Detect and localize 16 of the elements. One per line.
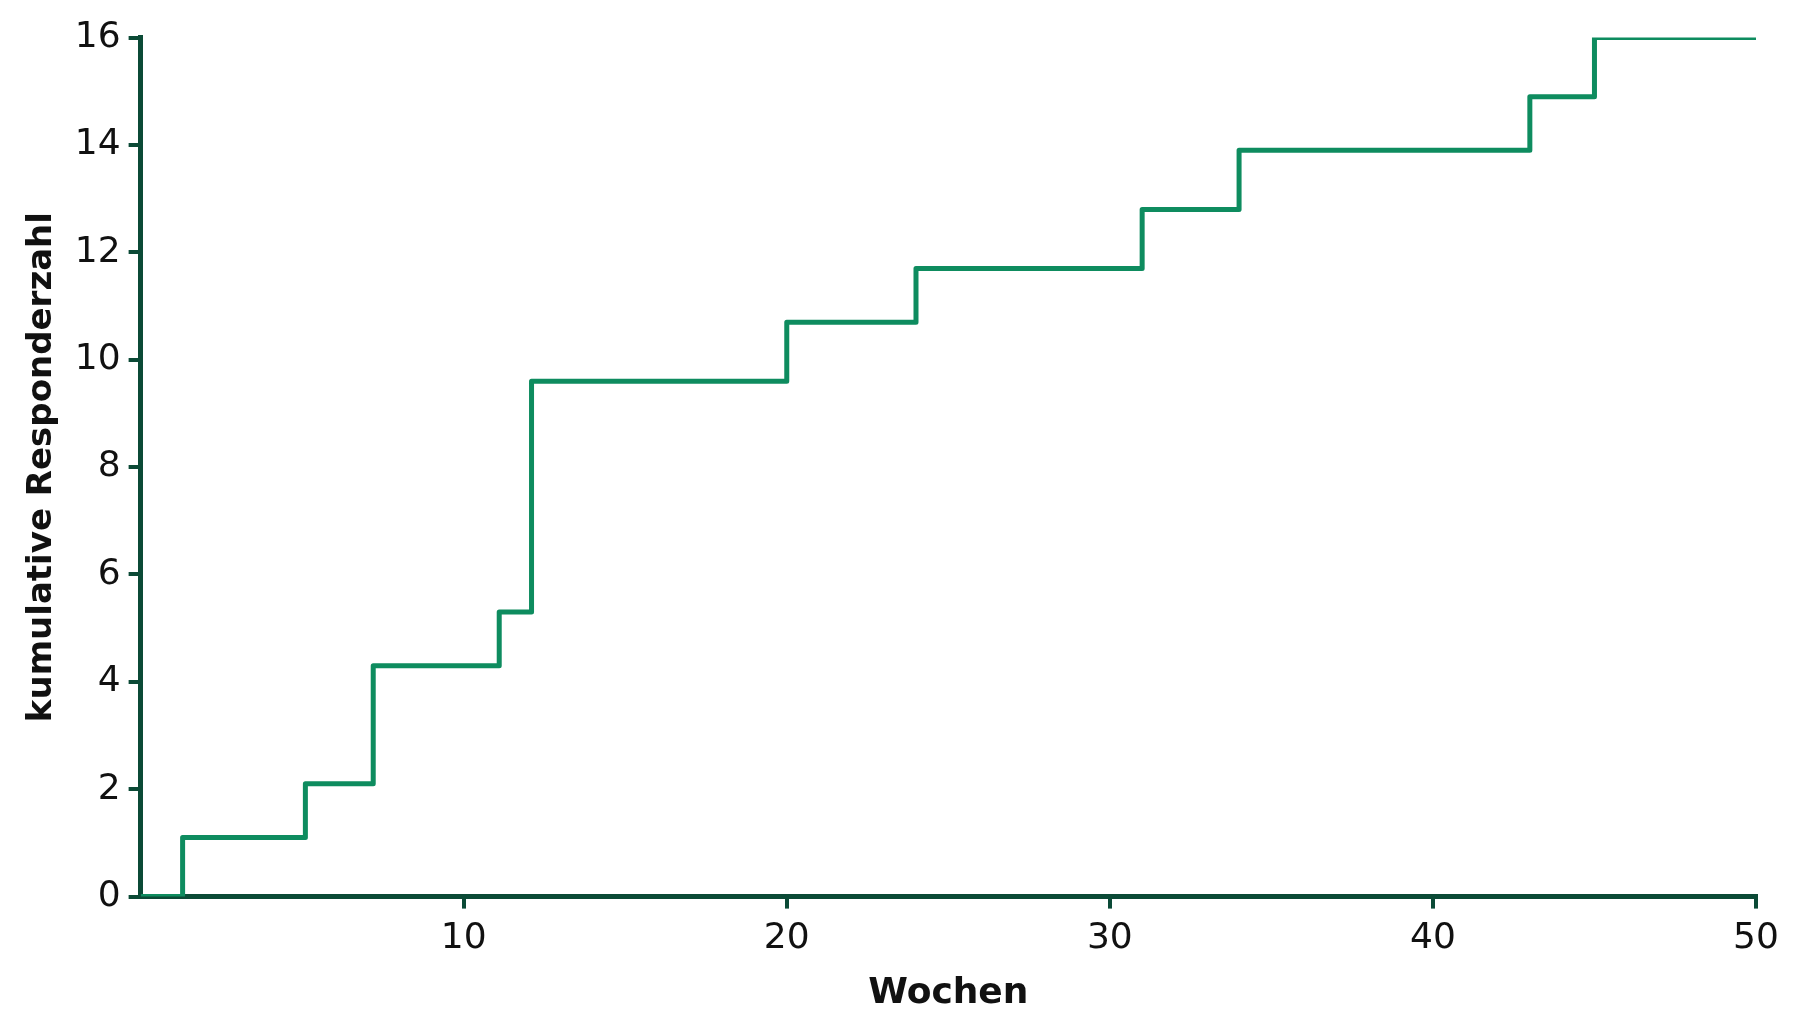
x-tick-label: 50 xyxy=(1733,914,1779,956)
y-tick-label: 4 xyxy=(97,658,121,700)
y-tick-label: 16 xyxy=(74,13,121,55)
y-axis-title: kumulative Responderzahl xyxy=(19,212,60,723)
y-tick-label: 2 xyxy=(97,765,121,807)
y-tick-label: 10 xyxy=(74,336,121,378)
x-tick-label: 20 xyxy=(763,914,810,956)
x-axis-title: Wochen xyxy=(868,969,1029,1011)
y-tick-label: 8 xyxy=(97,443,121,485)
x-tick-label: 40 xyxy=(1410,914,1456,956)
y-tick-label: 12 xyxy=(74,228,121,270)
x-tick-label: 30 xyxy=(1086,914,1133,956)
x-tick-label: 10 xyxy=(440,914,487,956)
y-tick-label: 0 xyxy=(97,872,121,914)
y-tick-label: 14 xyxy=(74,121,121,163)
y-tick-label: 6 xyxy=(97,550,121,592)
